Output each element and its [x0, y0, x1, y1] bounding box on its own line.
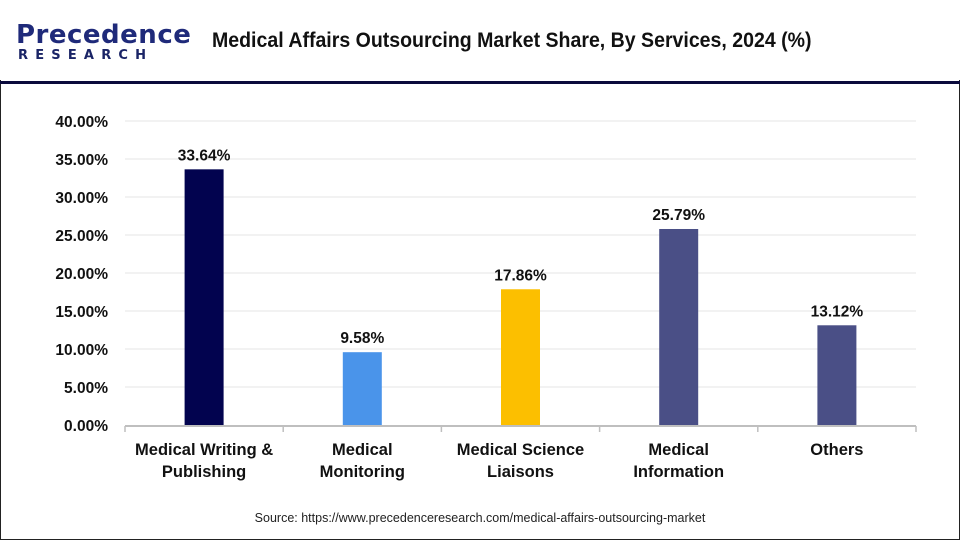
bar — [184, 169, 224, 425]
x-tick-label: Medical Writing & — [135, 441, 273, 459]
bar — [501, 289, 540, 425]
y-tick-label: 0.00% — [64, 418, 108, 435]
y-tick-label: 20.00% — [55, 266, 108, 283]
y-axis: 0.00% 5.00% 10.00% 15.00% 20.00% 25.00% 30.00%… — [55, 114, 108, 435]
y-tick-label: 10.00% — [55, 342, 108, 359]
y-tick-label: 25.00% — [55, 228, 108, 245]
data-label: 25.79% — [652, 207, 705, 224]
x-tick-label: Others — [810, 441, 863, 459]
logo-subtitle: RESEARCH — [18, 48, 154, 63]
x-axis: Medical Writing & Publishing Medical Monito… — [124, 425, 917, 481]
bar — [659, 228, 699, 425]
data-labels: 33.64% 9.58% 17.86% 25.79% 13.12% — [178, 147, 864, 347]
x-tick-label: Publishing — [162, 463, 246, 481]
x-tick-label: Liaisons — [487, 463, 554, 481]
data-label: 17.86% — [494, 267, 547, 284]
x-tick-label: Monitoring — [320, 463, 405, 481]
precedence-research-logo: Precedence RESEARCH — [16, 20, 191, 66]
x-tick-label: Medical — [648, 441, 709, 459]
header-divider — [0, 81, 960, 84]
y-tick-label: 35.00% — [55, 152, 108, 169]
data-label: 33.64% — [178, 147, 231, 164]
x-tick-label: Medical Science — [457, 441, 584, 459]
data-label: 9.58% — [340, 330, 384, 347]
y-tick-label: 15.00% — [55, 304, 108, 321]
bar — [817, 325, 857, 425]
header: Precedence RESEARCH Medical Affairs Outs… — [0, 0, 960, 80]
y-tick-label: 30.00% — [55, 190, 108, 207]
chart-title: Medical Affairs Outsourcing Market Share… — [212, 29, 812, 52]
y-tick-label: 40.00% — [55, 114, 108, 131]
y-tick-label: 5.00% — [64, 380, 108, 397]
source-citation: Source: https://www.precedenceresearch.c… — [254, 511, 706, 525]
bar — [342, 352, 382, 425]
data-label: 13.12% — [811, 303, 864, 320]
logo-wordmark: Precedence — [16, 20, 192, 50]
x-tick-label: Medical — [332, 441, 393, 459]
x-tick-label: Information — [633, 463, 724, 481]
bars — [184, 169, 857, 425]
